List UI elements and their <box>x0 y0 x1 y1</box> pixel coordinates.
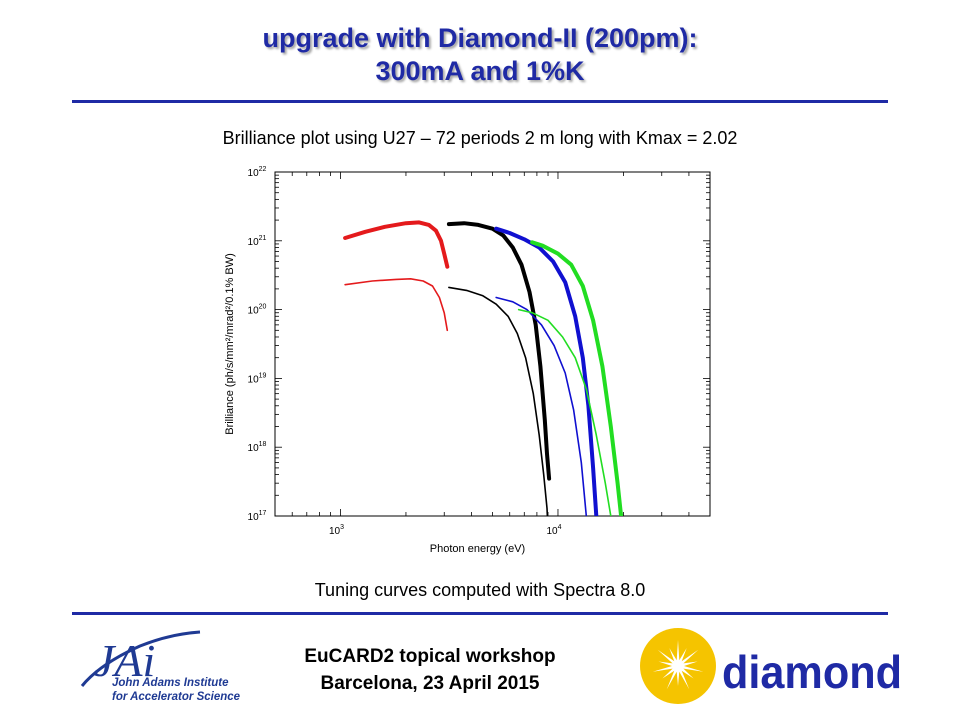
series-line-7 <box>530 240 624 516</box>
brilliance-chart: 103 104 1017 1018 1019 1020 1021 1022 Photon en… <box>224 166 711 555</box>
chart-caption: Tuning curves computed with Spectra 8.0 <box>314 580 646 600</box>
footer-line2: Barcelona, 23 April 2015 <box>320 673 540 694</box>
plot-frame <box>274 171 711 517</box>
bottom-divider <box>72 612 888 615</box>
top-divider <box>72 100 888 103</box>
y-tick-label: 1020 <box>248 304 267 317</box>
y-axis-label: Brilliance (ph/s/mm²/mrad²/0.1% BW) <box>224 253 236 435</box>
series-line-8 <box>517 308 612 516</box>
diamond-logo: diamond <box>640 628 902 704</box>
x-axis-label: Photon energy (eV) <box>430 543 525 555</box>
series-line-3 <box>446 221 552 481</box>
chart-subtitle: Brilliance plot using U27 – 72 periods 2… <box>222 128 738 148</box>
jai-swoosh <box>80 630 201 687</box>
diamond-sun-icon <box>640 628 716 704</box>
y-tick-label: 1018 <box>248 441 267 454</box>
axis-ticks <box>274 171 711 517</box>
series-line-4 <box>448 286 549 516</box>
footer-line1: EuCARD2 topical workshop <box>304 646 556 667</box>
y-tick-label: 1021 <box>248 235 267 248</box>
sun-starburst <box>652 640 704 690</box>
jai-logo-line2: for Accelerator Science <box>112 691 241 703</box>
series-layer <box>343 220 624 516</box>
series-line-5 <box>494 226 599 516</box>
diamond-logo-text: diamond <box>722 646 902 698</box>
y-tick-label: 1019 <box>248 372 267 385</box>
x-tick-label: 103 <box>329 524 344 537</box>
y-tick-label: 1017 <box>248 510 267 523</box>
y-tick-label: 1022 <box>248 166 267 179</box>
slide-title-line1: upgrade with Diamond-II (200pm): <box>262 23 698 53</box>
series-line-6 <box>495 296 588 516</box>
slide-title-line2: 300mA and 1%K <box>375 56 585 86</box>
slide-title: upgrade with Diamond-II (200pm): 300mA a… <box>0 22 960 88</box>
jai-logo: JAi John Adams Institute for Accelerator… <box>80 630 241 703</box>
tick-labels: 103 104 1017 1018 1019 1020 1021 1022 <box>248 166 562 537</box>
series-line-1 <box>343 220 450 269</box>
x-tick-label: 104 <box>546 524 561 537</box>
jai-logo-mark: JAi <box>94 635 155 686</box>
jai-logo-line1: John Adams Institute <box>112 677 229 689</box>
series-line-2 <box>344 278 449 332</box>
footer: EuCARD2 topical workshop Barcelona, 23 A… <box>250 643 610 697</box>
